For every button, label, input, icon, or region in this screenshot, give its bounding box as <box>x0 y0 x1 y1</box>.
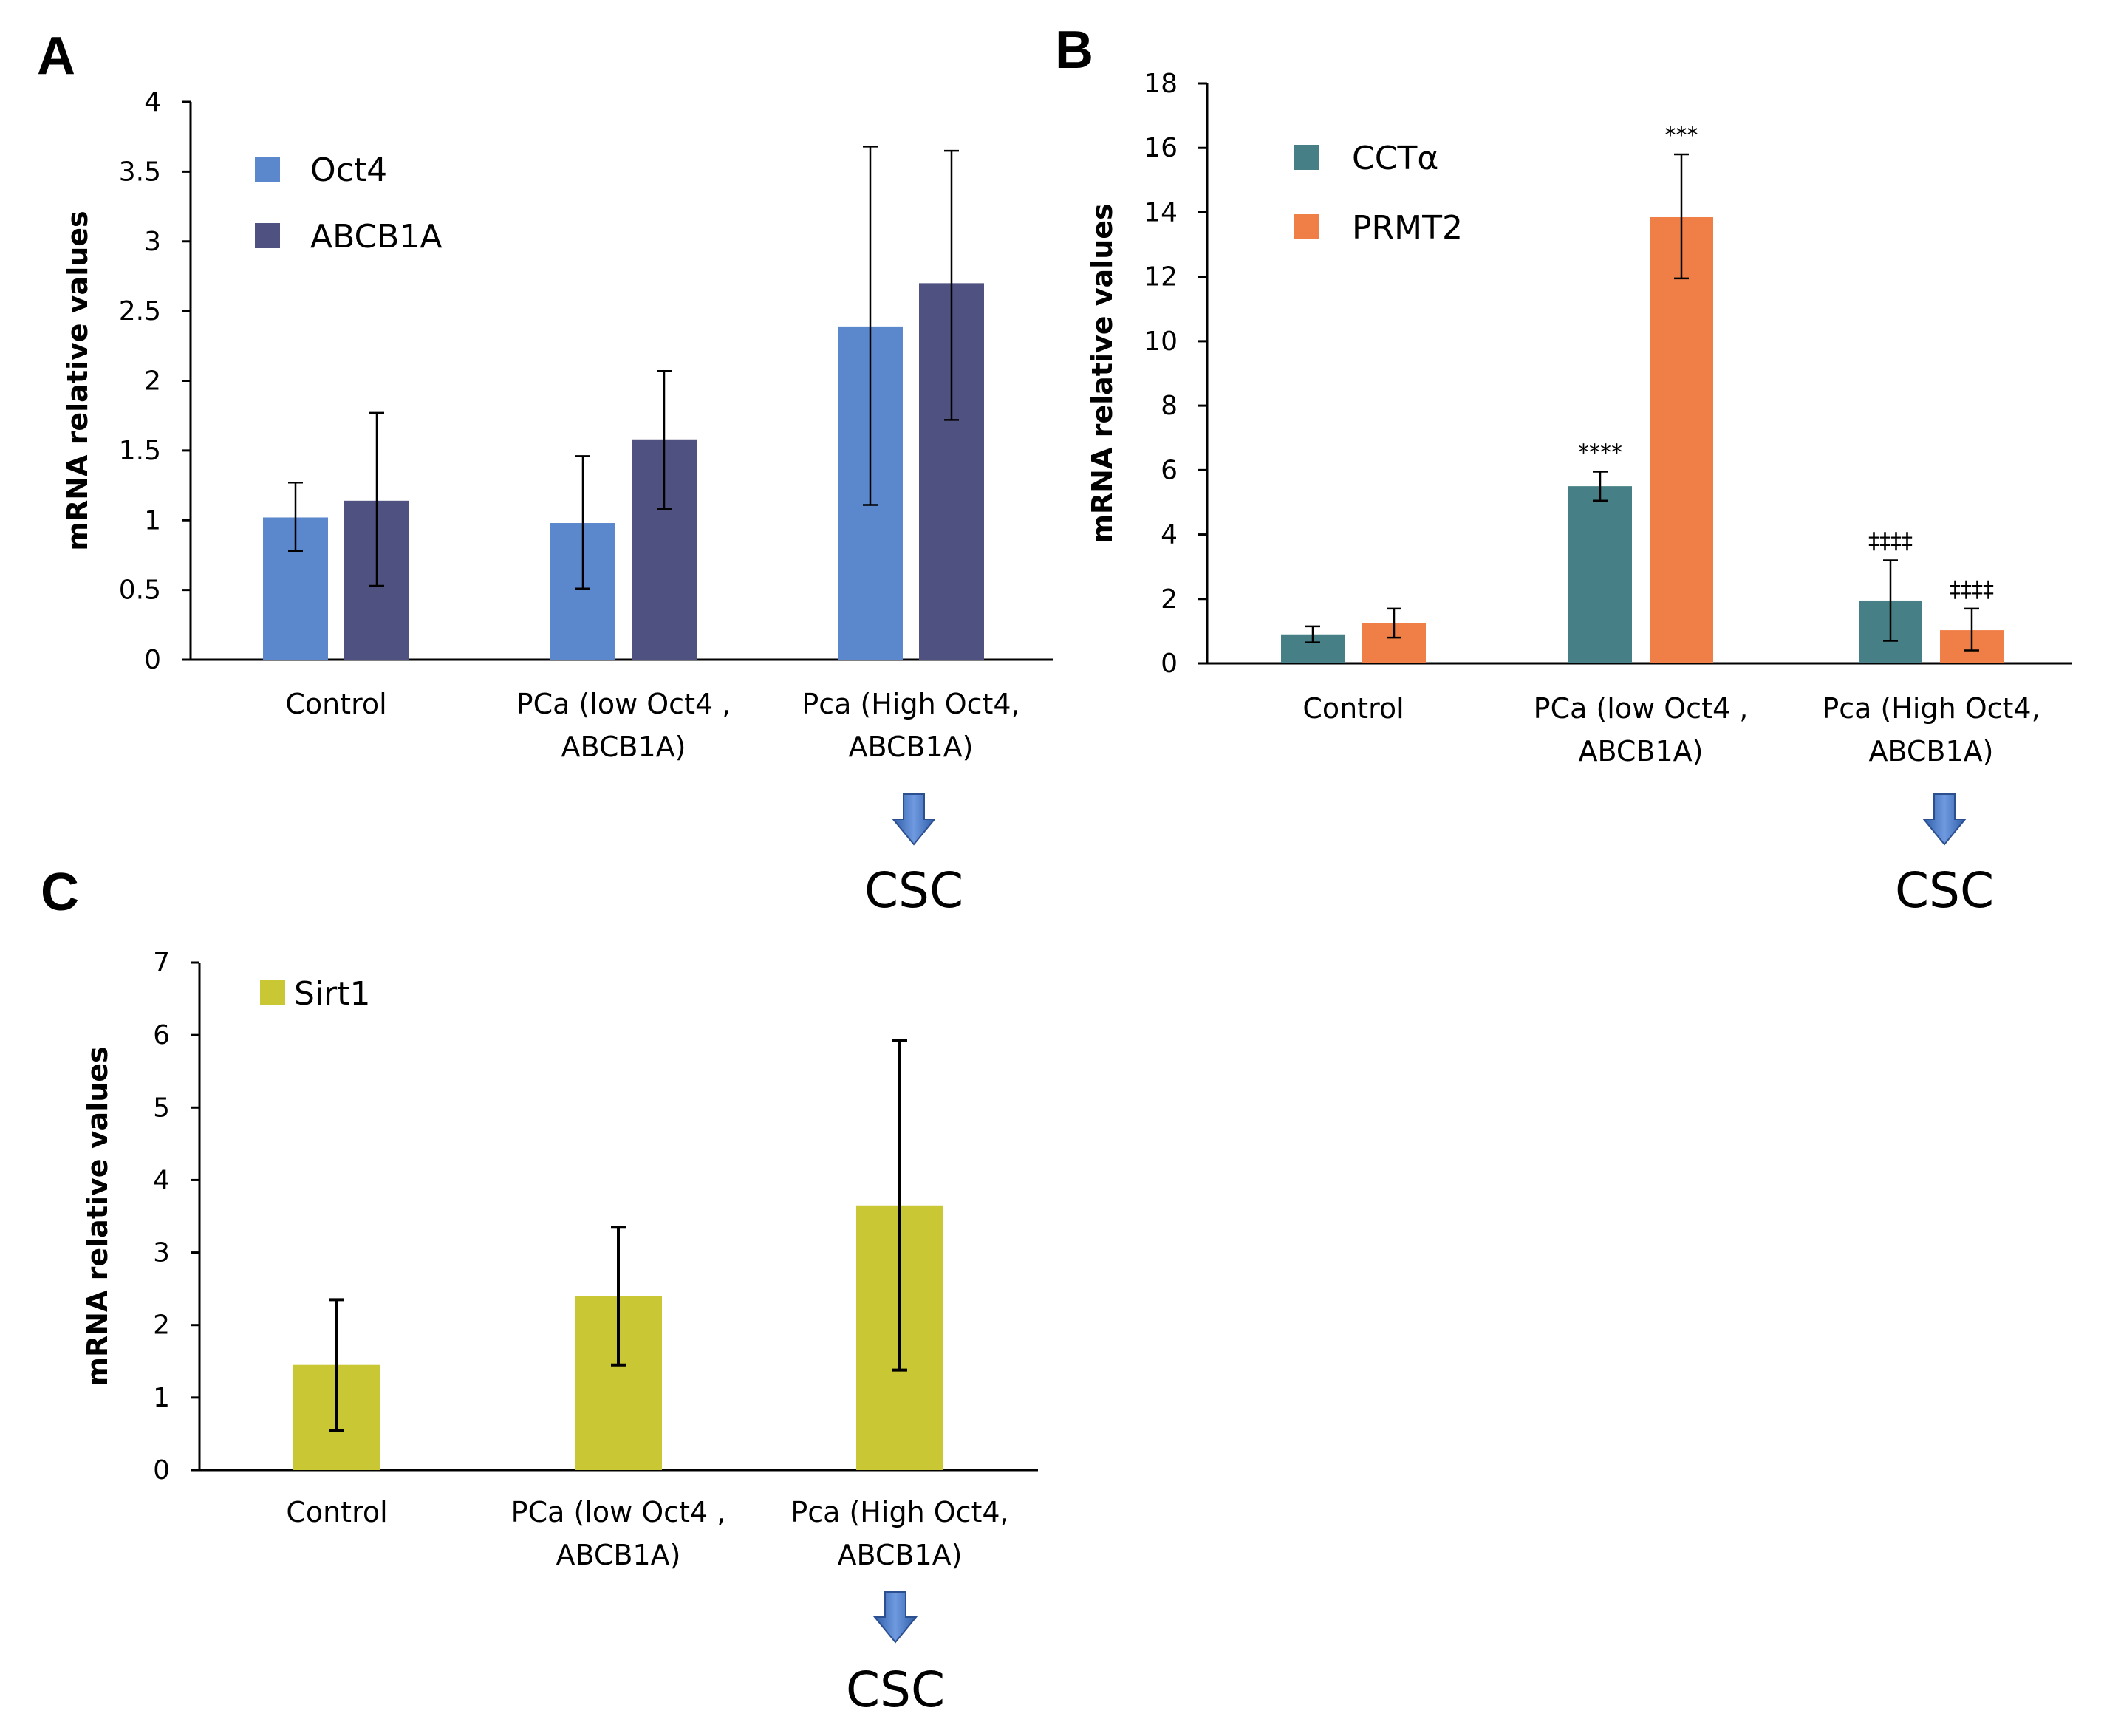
y-tick-label: 6 <box>1161 455 1178 485</box>
csc-label: CSC <box>864 862 963 919</box>
category-label: ABCB1A) <box>556 1539 681 1571</box>
y-tick-label: 1 <box>144 505 161 536</box>
y-tick-label: 3 <box>153 1238 170 1268</box>
panel-label-a: A <box>37 27 75 86</box>
down-arrow-icon <box>872 1591 918 1644</box>
y-tick-label: 2 <box>144 366 161 397</box>
csc-label: CSC <box>846 1661 945 1718</box>
y-tick-label: 0.5 <box>119 575 161 606</box>
y-tick-label: 0 <box>144 645 161 675</box>
y-tick-label: 5 <box>153 1093 170 1123</box>
csc-label: CSC <box>1895 862 1994 919</box>
y-tick-label: 3 <box>144 227 161 257</box>
category-label: Control <box>286 1496 387 1528</box>
y-tick-label: 1 <box>153 1383 170 1413</box>
y-tick-label: 8 <box>1161 391 1178 421</box>
y-tick-label: 12 <box>1144 262 1178 293</box>
y-tick-label: 0 <box>1161 649 1178 679</box>
chart-a: mRNA relative values 0 0.5 1 1.5 2 2.5 3 3.5 4 Con… <box>61 87 1053 919</box>
legend-label-oct4: Oct4 <box>310 151 387 189</box>
down-arrow-icon <box>891 793 937 846</box>
y-axis-label: mRNA relative values <box>61 211 94 550</box>
y-tick-label: 10 <box>1144 327 1178 357</box>
category-label: Pca (High Oct4, <box>802 688 1019 720</box>
legend-swatch-ccta <box>1294 145 1319 170</box>
y-tick-label: 4 <box>153 1165 170 1195</box>
y-axis-label: mRNA relative values <box>81 1046 114 1386</box>
legend-swatch-sirt1 <box>260 980 285 1005</box>
legend-label-ccta: CCTα <box>1352 140 1438 177</box>
y-tick-label: 4 <box>1161 520 1178 550</box>
y-tick-label: 2 <box>153 1310 170 1341</box>
category-label: ABCB1A) <box>838 1539 963 1571</box>
y-tick-label: 14 <box>1144 197 1178 228</box>
panel-label-b: B <box>1055 21 1093 80</box>
panel-label-c: C <box>41 863 79 922</box>
y-tick-label: 3.5 <box>119 157 161 187</box>
category-label: ABCB1A) <box>561 731 686 763</box>
legend-label-sirt1: Sirt1 <box>294 975 371 1013</box>
category-label: Control <box>285 688 386 720</box>
y-tick-label: 6 <box>153 1020 170 1050</box>
category-label: ABCB1A) <box>1579 735 1704 768</box>
category-label: Control <box>1302 692 1404 725</box>
down-arrow-icon <box>1922 793 1967 846</box>
category-label: Pca (High Oct4, <box>790 1496 1008 1528</box>
legend-swatch-prmt2 <box>1294 214 1319 239</box>
legend-label-prmt2: PRMT2 <box>1352 209 1463 247</box>
significance-annotation: ‡‡‡‡ <box>1950 577 1994 603</box>
y-tick-label: 0 <box>153 1455 170 1486</box>
significance-annotation: **** <box>1578 440 1622 466</box>
y-tick-label: 2 <box>1161 584 1178 615</box>
chart-c: mRNA relative values 0 1 2 3 4 5 6 7 Control PCa (… <box>81 948 1038 1718</box>
chart-b: mRNA relative values024681012141618*****… <box>1086 69 2072 919</box>
category-label: PCa (low Oct4 , <box>1534 692 1749 725</box>
category-label: ABCB1A) <box>1869 735 1994 768</box>
y-tick-label: 7 <box>153 948 170 978</box>
category-label: ABCB1A) <box>849 731 974 763</box>
category-label: Pca (High Oct4, <box>1822 692 2040 725</box>
y-tick-label: 1.5 <box>119 436 161 466</box>
y-tick-label: 2.5 <box>119 296 161 327</box>
legend-label-abcb1a: ABCB1A <box>310 218 443 256</box>
y-tick-label: 18 <box>1144 69 1178 99</box>
y-axis-label: mRNA relative values <box>1086 203 1118 543</box>
legend-swatch-oct4 <box>255 157 280 182</box>
y-tick-label: 4 <box>144 87 161 117</box>
y-tick-label: 16 <box>1144 133 1178 163</box>
category-label: PCa (low Oct4 , <box>516 688 731 720</box>
bar-prmt2-1 <box>1650 216 1713 664</box>
significance-annotation: ‡‡‡‡ <box>1868 528 1913 554</box>
significance-annotation: *** <box>1665 123 1698 148</box>
bar-ccta-1 <box>1568 486 1632 663</box>
legend-swatch-abcb1a <box>255 223 280 248</box>
category-label: PCa (low Oct4 , <box>511 1496 726 1528</box>
